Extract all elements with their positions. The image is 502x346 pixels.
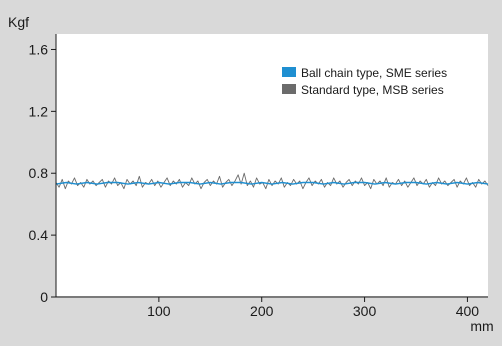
y-tick-label: 1.6 [29,41,49,57]
y-tick-label: 0.8 [29,165,49,181]
y-tick-label: 0.4 [29,227,49,243]
legend-swatch-sme [282,67,296,77]
x-tick-label: 100 [147,303,171,319]
legend-label-msb: Standard type, MSB series [301,83,444,97]
y-axis-unit: Kgf [8,14,29,30]
x-axis-unit: mm [470,318,493,334]
legend-swatch-msb [282,84,296,94]
legend-label-sme: Ball chain type, SME series [301,66,447,80]
y-tick-label: 0 [40,289,48,305]
y-tick-label: 1.2 [29,103,49,119]
x-tick-label: 200 [250,303,274,319]
x-tick-label: 400 [456,303,480,319]
x-tick-label: 300 [353,303,377,319]
